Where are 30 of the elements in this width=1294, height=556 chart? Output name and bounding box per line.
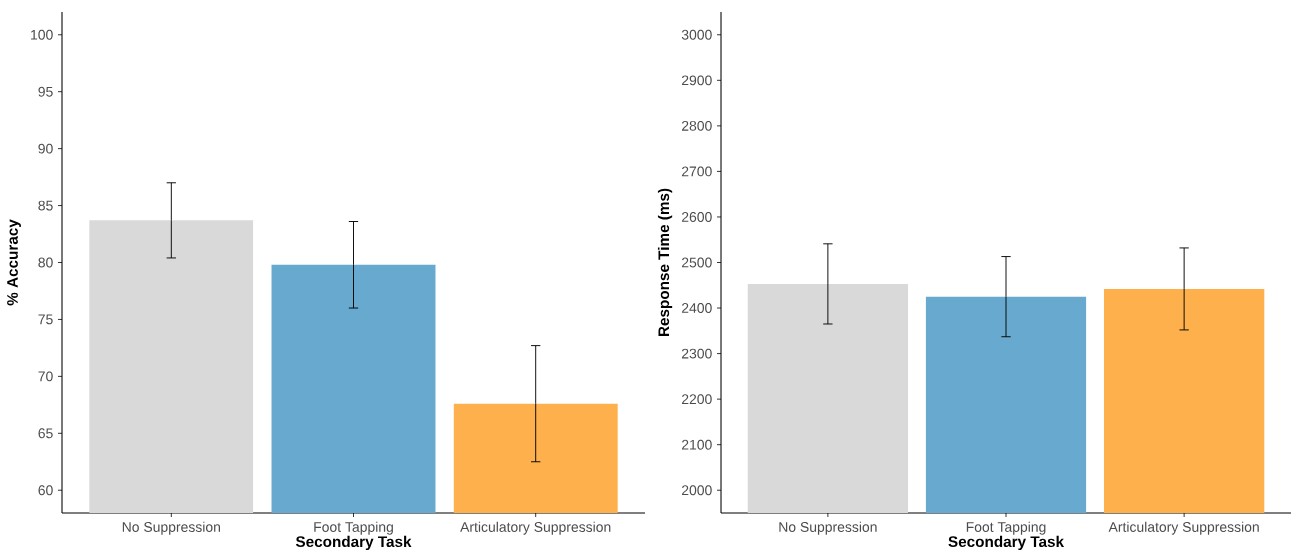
x-tick-label: No Suppression [779, 521, 877, 535]
x-axis-title: Secondary Task [948, 535, 1065, 551]
x-tick-label: Foot Tapping [966, 521, 1046, 535]
x-tick-label: Articulatory Suppression [1108, 521, 1259, 535]
y-tick-label: 2800 [681, 120, 712, 131]
y-tick-label: 2300 [681, 348, 712, 359]
y-tick-label: 75 [38, 314, 53, 325]
y-axis-title: Response Time (ms) [657, 188, 673, 337]
y-tick-label: 2000 [681, 485, 712, 496]
y-tick-label: 90 [38, 143, 53, 154]
y-tick-label: 100 [31, 29, 53, 40]
x-tick-label: Foot Tapping [314, 521, 393, 535]
y-tick-label: 2100 [681, 439, 712, 450]
y-tick-label: 80 [38, 257, 53, 268]
y-tick-label: 2700 [681, 166, 712, 177]
x-axis-title: Secondary Task [295, 535, 412, 551]
y-tick-label: 2500 [681, 257, 712, 268]
y-tick-label: 70 [38, 371, 53, 382]
y-tick-label: 2200 [681, 394, 712, 405]
y-tick-label: 2600 [681, 212, 712, 222]
y-tick-label: 60 [38, 485, 53, 496]
y-axis-title: % Accuracy [7, 219, 21, 306]
x-tick-label: Articulatory Suppression [460, 521, 611, 535]
y-tick-label: 2400 [681, 303, 712, 313]
y-tick-label: 95 [38, 86, 53, 97]
y-tick-label: 2900 [681, 75, 712, 86]
x-tick-label: No Suppression [122, 521, 220, 535]
y-tick-label: 65 [38, 428, 53, 439]
y-tick-label: 85 [38, 200, 53, 211]
y-tick-label: 3000 [681, 29, 712, 40]
